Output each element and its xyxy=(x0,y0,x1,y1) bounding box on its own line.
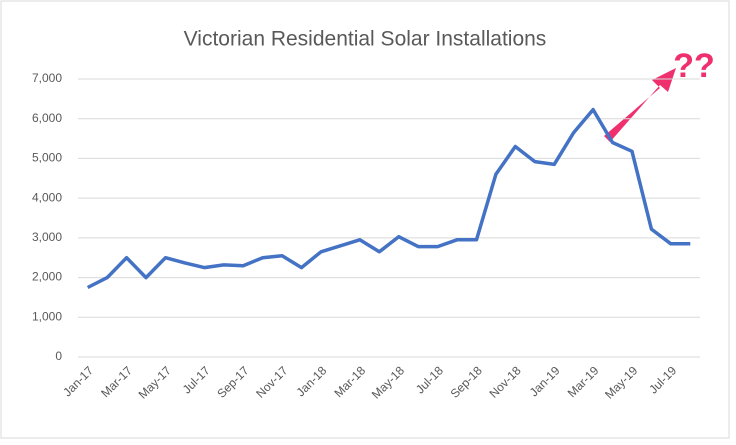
y-tick-label: 5,000 xyxy=(32,151,62,165)
data-line xyxy=(86,107,691,290)
y-tick-label: 0 xyxy=(55,349,62,363)
y-tick-label: 3,000 xyxy=(32,230,62,244)
chart-title: Victorian Residential Solar Installation… xyxy=(184,28,547,51)
y-tick-label: 6,000 xyxy=(32,111,62,125)
y-tick-label: 1,000 xyxy=(32,309,62,323)
y-tick-label: 4,000 xyxy=(32,190,62,204)
annotation-arrow xyxy=(604,68,676,142)
y-tick-label: 2,000 xyxy=(32,270,62,284)
chart-frame xyxy=(0,0,730,439)
y-tick-label: 7,000 xyxy=(32,71,62,85)
